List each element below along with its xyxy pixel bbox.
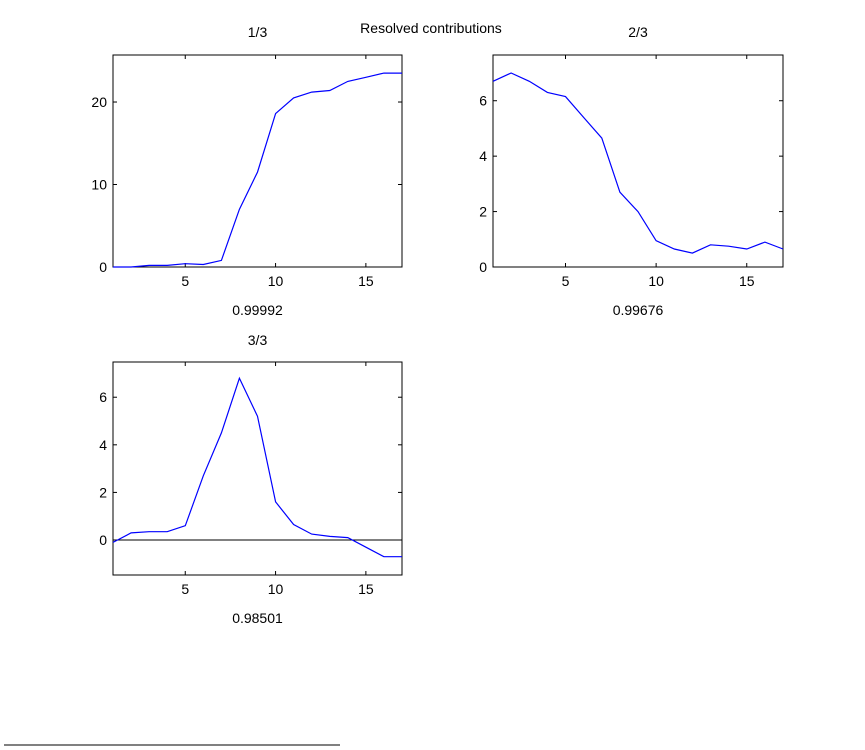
x-axis-label: 0.98501	[232, 610, 283, 626]
series-line	[112, 376, 402, 558]
x-axis-label: 0.99992	[232, 302, 283, 318]
x-tick-label: 15	[739, 273, 755, 289]
y-tick-label: 2	[99, 484, 107, 500]
y-tick-label: 0	[479, 259, 487, 275]
subplot-3: 5 10 15 0 2 4 6 3/3 0.98501	[99, 332, 403, 626]
y-tick-label: 6	[479, 93, 487, 109]
y-tick-label: 0	[99, 532, 107, 548]
x-tick-label: 5	[181, 273, 189, 289]
subplot-title: 1/3	[248, 24, 268, 40]
x-tick-label: 15	[358, 581, 374, 597]
figure-title: Resolved contributions	[360, 20, 502, 36]
subplot-1: 5 10 15 0 10 20 1/3 0.99992	[91, 24, 403, 318]
axes-box	[112, 361, 403, 576]
y-tick-label: 20	[91, 94, 107, 110]
axes-box	[492, 54, 784, 268]
subplot-2: 5 10 15 0 2 4 6 2/3 0.99676	[479, 24, 784, 318]
y-tick-label: 2	[479, 204, 487, 220]
y-tick-label: 0	[99, 259, 107, 275]
x-tick-label: 10	[268, 273, 284, 289]
x-axis-label: 0.99676	[613, 302, 664, 318]
y-tick-label: 4	[99, 437, 107, 453]
subplot-title: 2/3	[628, 24, 648, 40]
y-tick-label: 10	[91, 177, 107, 193]
y-tick-label: 4	[479, 148, 487, 164]
x-tick-label: 15	[358, 273, 374, 289]
x-tick-label: 5	[181, 581, 189, 597]
series-line	[492, 72, 784, 254]
y-tick-label: 6	[99, 389, 107, 405]
x-tick-label: 10	[648, 273, 664, 289]
x-tick-label: 10	[268, 581, 284, 597]
axes-box	[112, 54, 403, 268]
subplot-title: 3/3	[248, 332, 268, 348]
series-line	[113, 72, 402, 268]
x-tick-label: 5	[562, 273, 570, 289]
